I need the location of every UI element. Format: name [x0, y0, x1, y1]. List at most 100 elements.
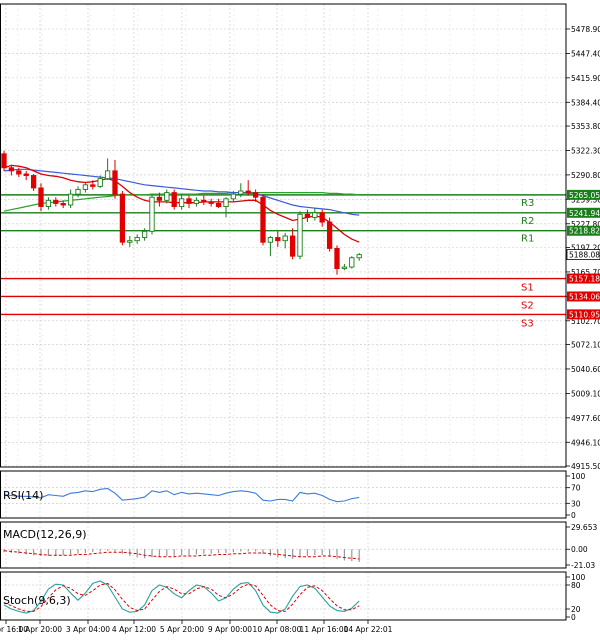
stoch-title: Stoch(9,6,3) — [3, 594, 71, 607]
candle — [223, 197, 229, 218]
candle — [164, 189, 170, 204]
candle-body — [208, 201, 214, 204]
candle-body — [45, 199, 52, 207]
candle — [349, 256, 355, 269]
candle-body — [8, 167, 15, 172]
candle — [208, 198, 214, 207]
price-axis: 5478.90 5447.40 5415.90 5384.40 5353.80 5322.… — [566, 25, 600, 471]
level-price-label: 5265.05 — [569, 191, 600, 200]
candle-body — [141, 230, 148, 239]
level-price-label: 5218.82 — [569, 227, 600, 236]
candle — [23, 170, 29, 181]
candle-body — [82, 184, 89, 190]
candle-body — [30, 175, 37, 189]
candle-body — [171, 192, 177, 207]
price-tick-label: 5447.40 — [571, 49, 600, 58]
candle-body — [245, 190, 251, 194]
candle-body — [260, 196, 266, 243]
candle — [60, 200, 66, 209]
candle — [341, 263, 348, 271]
time-tick-label: 14 Apr 22:01 — [344, 625, 393, 634]
candle — [67, 189, 74, 209]
pivot-levels: R3 R2 R1 S1 S2 S3 — [0, 194, 566, 329]
candle-body — [90, 184, 96, 187]
candle-body — [23, 173, 29, 176]
candle-body — [97, 178, 103, 187]
candle-body — [341, 266, 348, 270]
current-price-label: 5188.08 — [569, 251, 600, 260]
stoch-tick-label: 20 — [571, 605, 581, 614]
level-price-tag — [567, 207, 600, 218]
price-tick-label: 5009.10 — [571, 389, 600, 398]
candle — [326, 217, 333, 252]
candle — [16, 167, 22, 178]
level-price-tag — [567, 309, 600, 320]
price-tick-label: 5478.90 — [571, 25, 600, 34]
rsi-tick-label: 30 — [571, 499, 581, 508]
candle-body — [223, 198, 229, 207]
candle — [45, 197, 52, 210]
stoch-signal-line — [3, 582, 360, 612]
time-tick-label: 10 Apr 08:00 — [253, 625, 302, 634]
candle — [112, 160, 118, 199]
candle-body — [201, 199, 207, 203]
candle-body — [186, 198, 192, 204]
candle-body — [53, 199, 59, 204]
candle — [141, 228, 148, 241]
price-tick-label: 5197.20 — [571, 244, 600, 253]
candlesticks — [1, 150, 362, 275]
candle — [97, 175, 103, 188]
level-name-s2: S2 — [521, 300, 534, 311]
level-price-label: 5241.94 — [569, 209, 600, 218]
rsi-panel-frame — [0, 470, 567, 519]
candle-body — [267, 237, 274, 243]
price-tick-label: 5102.70 — [571, 317, 600, 326]
candle — [82, 181, 89, 193]
time-tick-label: 1 Apr 16:00 — [0, 625, 28, 634]
price-tick-label: 5353.80 — [571, 122, 600, 131]
candle-body — [334, 247, 340, 270]
macd-panel-frame — [0, 521, 567, 569]
candle-body — [38, 187, 44, 207]
price-tick-label: 5227.80 — [571, 220, 600, 229]
candle — [90, 180, 96, 190]
candle-body — [16, 170, 22, 175]
macd-title: MACD(12,26,9) — [3, 528, 87, 541]
level-name-r2: R2 — [521, 216, 534, 227]
candle — [193, 197, 200, 207]
candle — [334, 245, 340, 275]
level-price-label: 5110.95 — [569, 310, 600, 319]
candle-body — [304, 213, 311, 218]
candle — [230, 191, 237, 202]
stoch-tick-label: 0 — [571, 613, 576, 622]
level-price-tag — [567, 189, 600, 200]
candle — [201, 195, 207, 205]
candle-body — [230, 193, 237, 200]
stoch-tick-label: 100 — [571, 573, 586, 582]
candle-body — [149, 196, 155, 232]
rsi-line — [3, 487, 360, 503]
candle — [245, 180, 251, 196]
price-tick-label: 4946.10 — [571, 438, 600, 447]
candle-body — [67, 193, 74, 206]
candle — [267, 236, 274, 257]
macd-tick-label: 29.653 — [571, 523, 597, 532]
candle — [178, 194, 185, 210]
candle-body — [119, 193, 126, 243]
price-tick-label: 5165.70 — [571, 268, 600, 277]
candle-body — [289, 235, 296, 257]
current-price-tag — [566, 249, 600, 260]
stoch-panel-frame — [0, 571, 567, 621]
candle — [312, 208, 318, 221]
rsi-tick-label: 70 — [571, 484, 581, 493]
time-axis: 1 Apr 16:001 Apr 20:00 3 Apr 04:004 Apr 1… — [0, 620, 393, 634]
price-tick-label: 4977.60 — [571, 414, 600, 423]
level-price-label: 5134.06 — [569, 292, 600, 301]
candle-body — [60, 202, 66, 206]
candle — [297, 211, 303, 260]
candle — [304, 209, 311, 223]
time-tick-label: 1 Apr 20:00 — [18, 625, 62, 634]
price-tick-label: 5384.40 — [571, 98, 600, 107]
